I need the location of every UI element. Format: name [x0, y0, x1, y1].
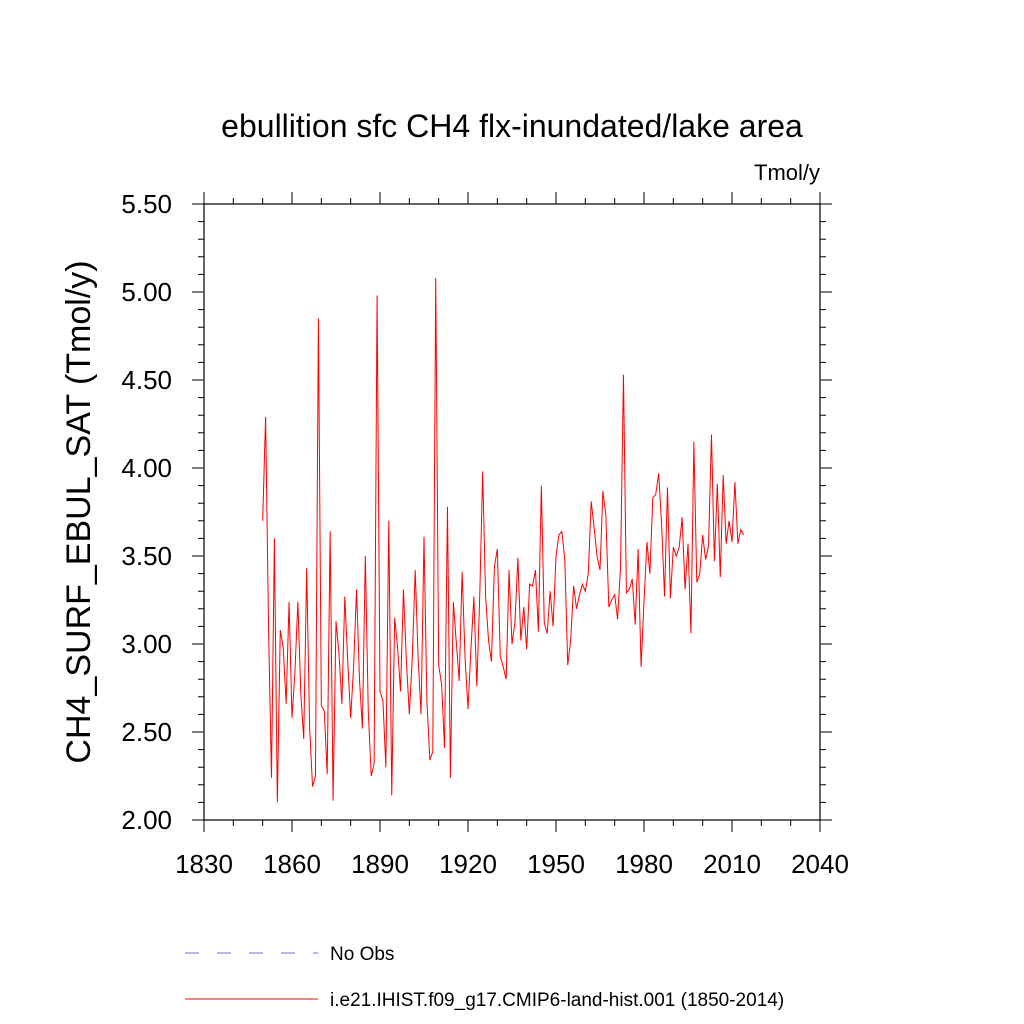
- x-tick-label: 2040: [791, 849, 849, 879]
- x-tick-label: 1920: [439, 849, 497, 879]
- series-layer: [262, 277, 745, 803]
- x-tick-label: 1980: [615, 849, 673, 879]
- units-label: Tmol/y: [754, 160, 820, 185]
- chart-title: ebullition sfc CH4 flx-inundated/lake ar…: [221, 108, 803, 144]
- y-tick-label: 5.00: [121, 277, 172, 307]
- x-tick-label: 1830: [175, 849, 233, 879]
- legend-label-model: i.e21.IHIST.f09_g17.CMIP6-land-hist.001 …: [330, 990, 784, 1011]
- y-tick-label: 4.00: [121, 453, 172, 483]
- legend-label-no-obs: No Obs: [330, 944, 394, 965]
- series-line-0: [262, 277, 745, 803]
- y-tick-label: 5.50: [121, 189, 172, 219]
- x-tick-label: 1890: [351, 849, 409, 879]
- axis-ticks: [192, 192, 832, 832]
- y-axis-label: CH4_SURF_EBUL_SAT (Tmol/y): [60, 260, 98, 763]
- x-tick-label: 2010: [703, 849, 761, 879]
- y-tick-label: 3.50: [121, 541, 172, 571]
- plot-frame: [203, 203, 821, 821]
- axis-tick-labels: 1830 1860 1890 1920 1950 1980 2010 2040 2.00 2.50…: [121, 189, 849, 879]
- y-tick-label: 2.50: [121, 717, 172, 747]
- x-tick-label: 1950: [527, 849, 585, 879]
- y-tick-label: 4.50: [121, 365, 172, 395]
- legend: No Obs i.e21.IHIST.f09_g17.CMIP6-land-hi…: [185, 944, 784, 1011]
- y-tick-label: 2.00: [121, 805, 172, 835]
- x-tick-label: 1860: [263, 849, 321, 879]
- y-tick-label: 3.00: [121, 629, 172, 659]
